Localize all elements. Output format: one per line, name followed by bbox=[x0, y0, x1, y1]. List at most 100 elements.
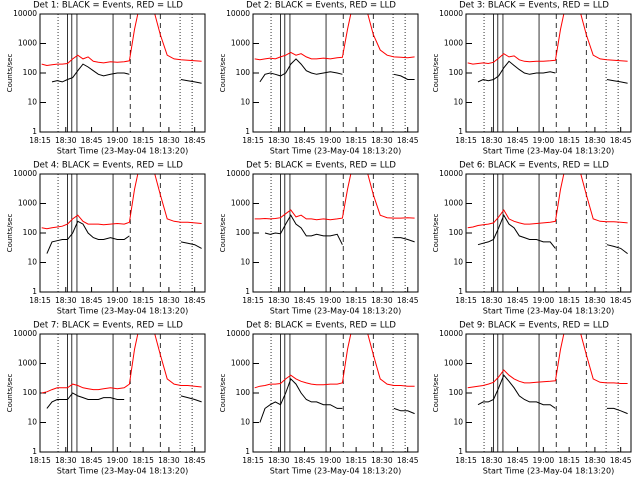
plot-frame bbox=[252, 13, 419, 133]
y-tick-label: 10000 bbox=[226, 169, 250, 178]
x-tick-label: 18:15 bbox=[558, 136, 580, 145]
plot-area bbox=[254, 14, 415, 132]
x-tick-label: 18:15 bbox=[29, 456, 51, 465]
plot-frame bbox=[252, 333, 419, 453]
series-line bbox=[41, 174, 202, 230]
series-line bbox=[467, 174, 628, 229]
panel: Det 2: BLACK = Events, RED = LLD Start Ti… bbox=[219, 1, 419, 156]
series-line bbox=[254, 14, 415, 61]
x-tick-label: 18:30 bbox=[158, 456, 180, 465]
x-tick-label: 19:00 bbox=[107, 136, 129, 145]
y-tick-label: 10 bbox=[27, 98, 37, 107]
x-tick-label: 18:15 bbox=[132, 456, 154, 465]
panel: Det 4: BLACK = Events, RED = LLD Start Ti… bbox=[6, 161, 206, 316]
series-line bbox=[259, 58, 415, 83]
x-tick-label: 19:00 bbox=[320, 296, 342, 305]
x-tick-label: 18:45 bbox=[294, 456, 316, 465]
y-tick-label: 1 bbox=[245, 127, 250, 136]
x-tick-label: 18:45 bbox=[610, 456, 632, 465]
x-tick-label: 18:30 bbox=[268, 456, 290, 465]
y-tick-label: 10 bbox=[27, 418, 37, 427]
series-line bbox=[51, 63, 202, 84]
series-line bbox=[477, 374, 628, 415]
x-tick-label: 18:45 bbox=[81, 296, 103, 305]
y-tick-label: 10000 bbox=[13, 329, 37, 338]
y-tick-label: 10000 bbox=[226, 329, 250, 338]
series-line bbox=[41, 334, 202, 394]
chart-title: Det 9: BLACK = Events, RED = LLD bbox=[459, 321, 609, 331]
x-tick-label: 18:45 bbox=[507, 136, 529, 145]
panel: Det 6: BLACK = Events, RED = LLD Start Ti… bbox=[432, 161, 632, 316]
plot-area bbox=[254, 174, 415, 292]
series-line bbox=[264, 214, 415, 245]
x-tick-label: 18:15 bbox=[345, 136, 367, 145]
panel: Det 9: BLACK = Events, RED = LLD Start Ti… bbox=[432, 321, 632, 476]
x-axis-label: Start Time (23-May-04 18:13:20) bbox=[270, 147, 401, 156]
y-axis-label: Counts/sec bbox=[219, 54, 227, 93]
x-axis-label: Start Time (23-May-04 18:13:20) bbox=[57, 467, 188, 476]
series-line bbox=[46, 220, 202, 254]
y-tick-label: 1000 bbox=[444, 199, 463, 208]
x-tick-label: 18:45 bbox=[81, 456, 103, 465]
plot-area bbox=[254, 334, 415, 452]
y-tick-label: 100 bbox=[23, 388, 38, 397]
y-tick-label: 1000 bbox=[18, 39, 37, 48]
x-tick-label: 18:30 bbox=[584, 456, 606, 465]
x-tick-label: 18:15 bbox=[455, 136, 477, 145]
x-tick-label: 18:15 bbox=[455, 296, 477, 305]
x-tick-label: 18:15 bbox=[242, 456, 264, 465]
x-axis-label: Start Time (23-May-04 18:13:20) bbox=[483, 147, 614, 156]
series-line bbox=[254, 174, 415, 221]
x-tick-label: 18:15 bbox=[242, 136, 264, 145]
y-tick-label: 10 bbox=[453, 418, 463, 427]
y-tick-label: 1 bbox=[458, 447, 463, 456]
chart-title: Det 5: BLACK = Events, RED = LLD bbox=[246, 161, 396, 171]
y-tick-label: 1000 bbox=[231, 359, 250, 368]
x-tick-label: 19:00 bbox=[320, 136, 342, 145]
x-tick-label: 18:30 bbox=[584, 296, 606, 305]
chart-title: Det 7: BLACK = Events, RED = LLD bbox=[33, 321, 183, 331]
y-tick-label: 100 bbox=[236, 228, 251, 237]
panel: Det 1: BLACK = Events, RED = LLD Start Ti… bbox=[6, 1, 206, 156]
x-tick-label: 19:00 bbox=[320, 456, 342, 465]
panel: Det 3: BLACK = Events, RED = LLD Start Ti… bbox=[432, 1, 632, 156]
x-tick-label: 18:30 bbox=[371, 136, 393, 145]
chart-title: Det 6: BLACK = Events, RED = LLD bbox=[459, 161, 609, 171]
x-tick-label: 18:15 bbox=[29, 296, 51, 305]
plot-area bbox=[41, 334, 202, 452]
x-tick-label: 19:00 bbox=[533, 136, 555, 145]
plot-area bbox=[467, 174, 628, 292]
x-tick-label: 18:15 bbox=[558, 296, 580, 305]
x-axis-label: Start Time (23-May-04 18:13:20) bbox=[57, 307, 188, 316]
x-axis-label: Start Time (23-May-04 18:13:20) bbox=[57, 147, 188, 156]
y-tick-label: 10000 bbox=[13, 169, 37, 178]
x-tick-label: 18:30 bbox=[371, 296, 393, 305]
y-tick-label: 100 bbox=[236, 388, 251, 397]
series-line bbox=[46, 392, 202, 409]
y-axis-label: Counts/sec bbox=[432, 214, 440, 253]
x-tick-label: 18:45 bbox=[610, 136, 632, 145]
x-axis-label: Start Time (23-May-04 18:13:20) bbox=[483, 467, 614, 476]
x-tick-label: 18:45 bbox=[610, 296, 632, 305]
y-tick-label: 1 bbox=[32, 127, 37, 136]
x-tick-label: 18:30 bbox=[481, 296, 503, 305]
series-line bbox=[477, 214, 628, 254]
x-tick-label: 18:45 bbox=[397, 296, 419, 305]
plot-area bbox=[41, 14, 202, 132]
x-tick-label: 18:45 bbox=[184, 456, 206, 465]
x-tick-label: 18:15 bbox=[345, 296, 367, 305]
x-tick-label: 18:30 bbox=[158, 136, 180, 145]
y-tick-label: 1 bbox=[245, 447, 250, 456]
x-tick-label: 18:30 bbox=[268, 136, 290, 145]
x-tick-label: 18:15 bbox=[455, 456, 477, 465]
y-tick-label: 100 bbox=[449, 68, 464, 77]
y-tick-label: 1 bbox=[32, 287, 37, 296]
y-tick-label: 10 bbox=[453, 258, 463, 267]
plot-frame bbox=[465, 333, 632, 453]
plot-frame bbox=[39, 173, 206, 293]
series-line bbox=[41, 14, 202, 67]
plot-frame bbox=[252, 173, 419, 293]
y-tick-label: 10 bbox=[240, 258, 250, 267]
y-tick-label: 1 bbox=[32, 447, 37, 456]
